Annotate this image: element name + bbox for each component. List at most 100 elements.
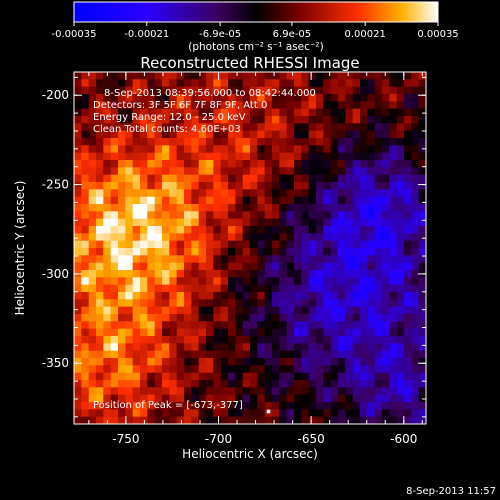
heatmap-cell: [330, 277, 339, 285]
heatmap-cell: [389, 270, 397, 278]
heatmap-cell: [154, 314, 163, 322]
heatmap-cell: [176, 226, 185, 234]
heatmap-cell: [118, 174, 126, 183]
heatmap-cell: [301, 108, 309, 117]
heatmap-cell: [286, 262, 295, 271]
heatmap-cell: [279, 123, 287, 131]
heatmap-cell: [213, 226, 221, 234]
heatmap-cell: [367, 255, 375, 263]
heatmap-cell: [396, 328, 405, 337]
heatmap-cell: [103, 189, 111, 197]
heatmap-cell: [360, 145, 368, 153]
heatmap-cell: [118, 314, 126, 322]
heatmap-cell: [162, 277, 170, 285]
heatmap-cell: [96, 380, 104, 388]
heatmap-cell: [389, 299, 397, 307]
heatmap-cell: [389, 152, 397, 161]
heatmap-cell: [228, 138, 236, 146]
heatmap-cell: [323, 350, 331, 359]
heatmap-cell: [110, 277, 119, 285]
heatmap-cell: [374, 204, 383, 212]
heatmap-cell: [345, 387, 353, 395]
heatmap-cell: [213, 387, 221, 395]
heatmap-cell: [286, 123, 295, 131]
heatmap-cell: [279, 108, 287, 117]
heatmap-cell: [382, 365, 390, 373]
heatmap-cell: [338, 116, 346, 124]
heatmap-cell: [272, 174, 280, 183]
heatmap-cell: [228, 211, 236, 219]
heatmap-cell: [360, 372, 368, 381]
heatmap-cell: [162, 108, 170, 117]
heatmap-cell: [301, 336, 309, 344]
heatmap-cell: [88, 72, 97, 80]
heatmap-cell: [382, 218, 390, 227]
heatmap-cell: [308, 145, 317, 153]
heatmap-cell: [154, 292, 163, 300]
heatmap-cell: [81, 343, 89, 351]
heatmap-cell: [213, 328, 221, 337]
heatmap-cell: [242, 108, 251, 117]
heatmap-cell: [228, 372, 236, 381]
heatmap-cell: [272, 328, 280, 337]
heatmap-cell: [286, 211, 295, 219]
heatmap-cell: [374, 130, 383, 139]
heatmap-cell: [162, 72, 170, 80]
heatmap-cell: [176, 116, 185, 124]
heatmap-cell: [169, 240, 177, 249]
heatmap-cell: [360, 86, 368, 95]
heatmap-cell: [154, 299, 163, 307]
heatmap-cell: [374, 145, 383, 153]
heatmap-cell: [176, 182, 185, 190]
heatmap-cell: [206, 108, 214, 117]
heatmap-cell: [110, 116, 119, 124]
heatmap-cell: [294, 108, 302, 117]
heatmap-cell: [125, 123, 133, 131]
heatmap-cell: [286, 182, 295, 190]
heatmap-cell: [323, 416, 331, 424]
heatmap-cell: [301, 372, 309, 381]
heatmap-cell: [301, 152, 309, 161]
heatmap-cell: [242, 343, 251, 351]
heatmap-cell: [367, 270, 375, 278]
heatmap-cell: [367, 174, 375, 183]
heatmap-cell: [330, 270, 339, 278]
heatmap-cell: [367, 145, 375, 153]
heatmap-cell: [96, 152, 104, 161]
heatmap-cell: [206, 86, 214, 95]
heatmap-cell: [110, 255, 119, 263]
heatmap-cell: [279, 380, 287, 388]
heatmap-cell: [396, 196, 405, 205]
heatmap-cell: [286, 138, 295, 146]
heatmap-cell: [147, 284, 155, 293]
heatmap-cell: [272, 262, 280, 271]
heatmap-cell: [169, 255, 177, 263]
heatmap-cell: [220, 350, 229, 359]
heatmap-cell: [374, 218, 383, 227]
heatmap-cell: [301, 262, 309, 271]
heatmap-cell: [294, 86, 302, 95]
heatmap-cell: [308, 255, 317, 263]
heatmap-cell: [176, 123, 185, 131]
heatmap-cell: [330, 116, 339, 124]
heatmap-cell: [74, 233, 82, 241]
heatmap-cell: [286, 130, 295, 139]
heatmap-cell: [147, 152, 155, 161]
heatmap-cell: [411, 277, 419, 285]
heatmap-cell: [191, 292, 199, 300]
heatmap-cell: [286, 116, 295, 124]
heatmap-cell: [316, 72, 324, 80]
heatmap-cell: [338, 350, 346, 359]
heatmap-cell: [125, 284, 133, 293]
heatmap-cell: [250, 240, 258, 249]
heatmap-cell: [235, 350, 243, 359]
heatmap-cell: [228, 167, 236, 175]
heatmap-cell: [81, 306, 89, 315]
heatmap-cell: [272, 240, 280, 249]
heatmap-cell: [367, 130, 375, 139]
heatmap-cell: [235, 72, 243, 80]
heatmap-cell: [169, 292, 177, 300]
heatmap-cell: [184, 72, 192, 80]
heatmap-cell: [147, 160, 155, 168]
heatmap-cell: [404, 138, 412, 146]
